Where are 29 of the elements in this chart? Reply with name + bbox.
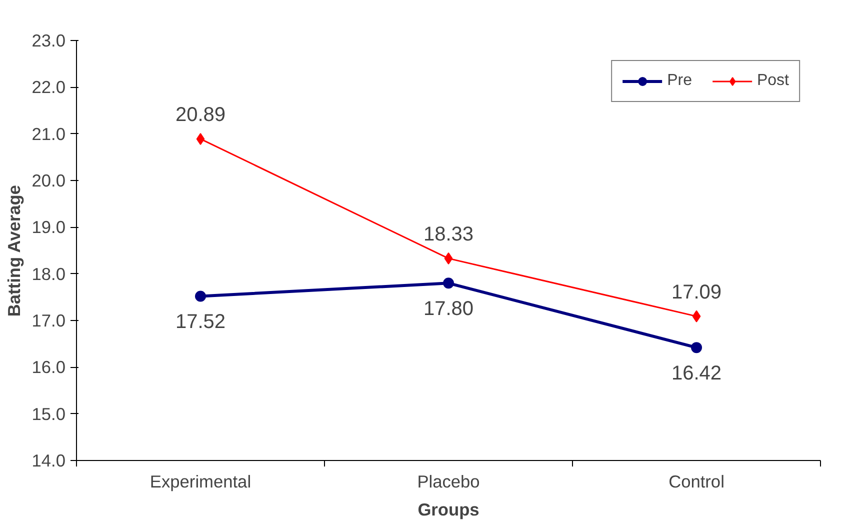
y-tick-label: 23.0 <box>32 30 66 50</box>
data-label: 17.80 <box>423 298 474 320</box>
data-label: 20.89 <box>175 104 226 126</box>
point <box>692 310 701 322</box>
point <box>443 278 454 289</box>
y-tick-label: 14.0 <box>32 450 66 470</box>
y-tick-label: 17.0 <box>32 310 66 330</box>
legend-label: Post <box>756 72 789 90</box>
point <box>196 132 205 145</box>
y-tick-label: 19.0 <box>32 217 66 238</box>
point <box>444 252 453 264</box>
point <box>195 290 206 302</box>
data-label: 17.52 <box>175 311 226 334</box>
y-tick-label: 16.0 <box>32 357 66 378</box>
x-tick-label: Control <box>668 472 724 492</box>
y-tick-label: 22.0 <box>32 77 66 98</box>
y-tick-label: 18.0 <box>32 264 66 284</box>
y-tick-label: 21.0 <box>32 124 66 144</box>
data-label: 18.33 <box>423 223 474 246</box>
legend-label: Pre <box>667 72 692 90</box>
y-tick-label: 15.0 <box>32 404 66 424</box>
x-tick-label: Placebo <box>417 472 480 492</box>
x-tick-label: Experimental <box>150 472 252 492</box>
data-label: 17.09 <box>671 281 722 304</box>
y-axis-title: Batting Average <box>4 184 24 317</box>
point <box>691 342 702 354</box>
x-axis-title: Groups <box>418 500 480 520</box>
y-tick-label: 20.0 <box>32 170 66 190</box>
data-label: 16.42 <box>671 362 722 385</box>
